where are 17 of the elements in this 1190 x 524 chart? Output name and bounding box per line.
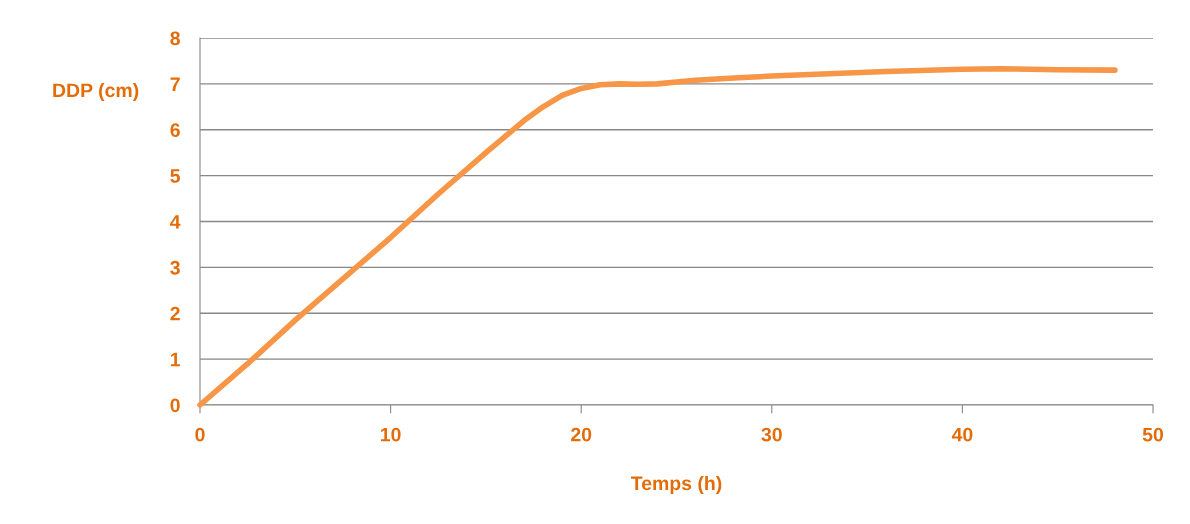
- x-tick-label: 0: [195, 427, 205, 442]
- y-tick-label: 5: [170, 169, 181, 183]
- y-tick-label: 0: [170, 398, 180, 413]
- x-tick-label: 50: [1142, 427, 1164, 442]
- y-tick-label: 3: [170, 260, 180, 275]
- y-tick-label: 8: [170, 31, 180, 46]
- x-tick-label: 40: [951, 427, 973, 442]
- y-tick-label: 6: [170, 123, 180, 137]
- x-tick-label: 10: [381, 427, 401, 442]
- x-axis-title: Temps (h): [630, 475, 722, 495]
- y-tick-label: 1: [170, 352, 181, 367]
- y-axis-title: DDP (cm): [53, 82, 139, 102]
- x-tick-label: 20: [571, 427, 592, 442]
- y-tick-label: 7: [170, 77, 180, 91]
- x-tick-label: 30: [761, 427, 782, 442]
- y-tick-label: 2: [170, 306, 180, 321]
- y-tick-label: 4: [170, 215, 181, 229]
